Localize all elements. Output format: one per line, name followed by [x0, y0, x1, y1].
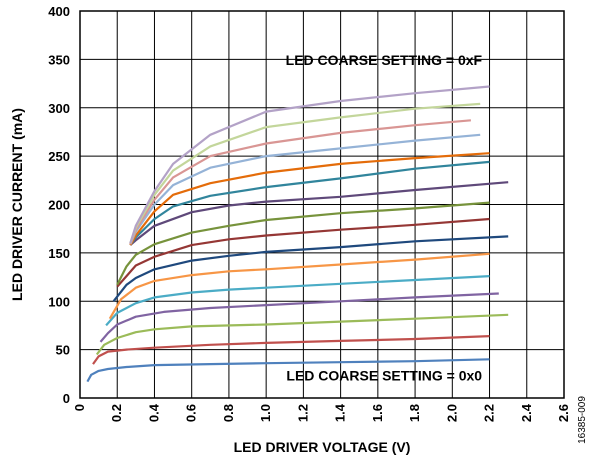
series-line-3: [99, 292, 499, 343]
x-tick-label-11: 2.2: [482, 404, 497, 422]
x-tick-label-8: 1.6: [370, 404, 385, 422]
x-tick-label-7: 1.4: [333, 403, 348, 422]
series-line-5: [108, 252, 490, 320]
y-axis-title: LED DRIVER CURRENT (mA): [9, 108, 25, 301]
series-line-7: [116, 217, 490, 288]
series-line-4: [105, 275, 490, 327]
x-tick-label-3: 0.6: [184, 404, 199, 422]
series-line-6: [112, 235, 509, 302]
y-tick-label-6: 300: [48, 101, 70, 116]
series-line-14: [129, 102, 481, 244]
series-group: [86, 85, 509, 383]
y-tick-label-2: 100: [48, 294, 70, 309]
y-tick-label-0: 0: [63, 391, 70, 406]
x-tick-label-13: 2.6: [556, 404, 571, 422]
series-line-8: [116, 201, 490, 286]
series-line-11: [129, 152, 490, 246]
plot-frame: [79, 10, 565, 399]
series-line-12: [129, 133, 481, 245]
y-tick-label-8: 400: [48, 4, 70, 19]
figure-id: 16385-009: [577, 396, 588, 444]
annotation-coarse-0x0: LED COARSE SETTING = 0x0: [286, 368, 482, 384]
y-tick-labels: 0 50 100 150 200 250 300 350 400: [48, 4, 70, 406]
y-tick-label-5: 250: [48, 149, 70, 164]
x-tick-label-9: 1.8: [407, 404, 422, 422]
y-tick-label-1: 50: [56, 343, 70, 358]
annotation-coarse-0xF: LED COARSE SETTING = 0xF: [286, 52, 483, 68]
x-tick-label-12: 2.4: [519, 403, 534, 422]
x-tick-labels: 0 0.2 0.4 0.6 0.8 1.0 1.2 1.4 1.6 1.8 2.0 2.2 2.4 2.6: [72, 403, 571, 422]
x-tick-label-1: 0.2: [109, 404, 124, 422]
y-tick-label-3: 150: [48, 246, 70, 261]
series-line-15: [129, 85, 490, 244]
x-tick-label-10: 2.0: [444, 404, 459, 422]
series-line-0: [86, 358, 490, 383]
x-tick-label-2: 0.4: [146, 403, 161, 422]
y-tick-label-7: 350: [48, 52, 70, 67]
series-line-13: [129, 119, 471, 245]
y-tick-label-4: 200: [48, 198, 70, 213]
series-line-9: [129, 181, 509, 246]
x-tick-label-4: 0.8: [221, 404, 236, 422]
series-line-10: [129, 160, 490, 246]
x-tick-label-6: 1.2: [295, 404, 310, 422]
series-line-2: [95, 313, 509, 356]
x-axis-title: LED DRIVER VOLTAGE (V): [234, 439, 411, 455]
x-tick-label-0: 0: [72, 404, 87, 411]
series-line-1: [92, 335, 490, 365]
x-tick-label-5: 1.0: [258, 404, 273, 422]
